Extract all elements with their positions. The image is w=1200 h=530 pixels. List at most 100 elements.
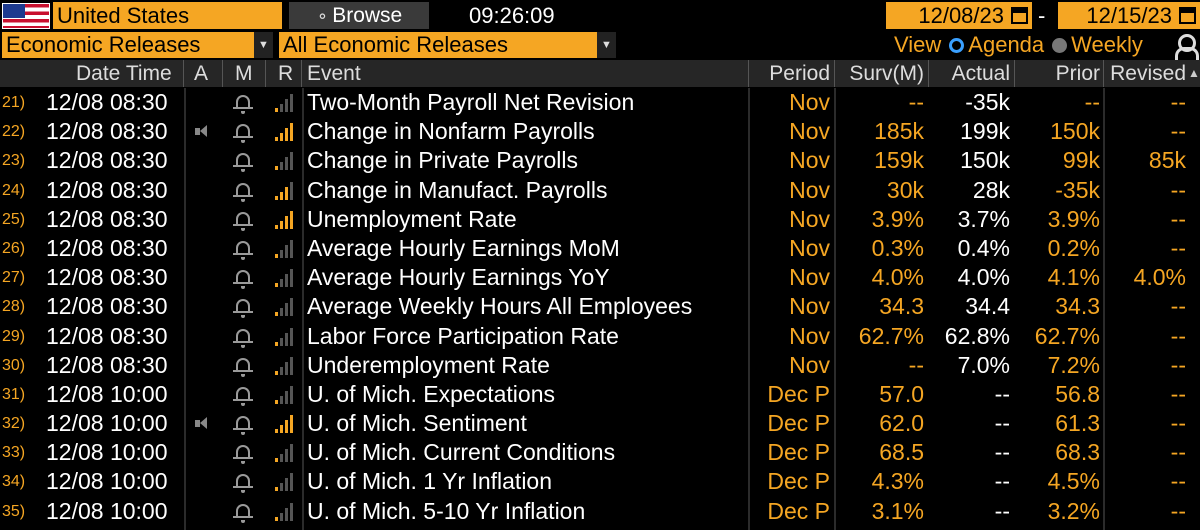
row-number[interactable]: 21)	[2, 94, 26, 111]
row-monitor[interactable]	[232, 409, 254, 438]
bell-icon[interactable]	[233, 240, 253, 260]
bell-icon[interactable]	[233, 474, 253, 494]
row-alert[interactable]	[190, 263, 216, 292]
row-monitor[interactable]	[232, 322, 254, 351]
calendar-icon[interactable]	[1179, 7, 1196, 24]
row-alert[interactable]	[190, 88, 216, 117]
row-number[interactable]: 28)	[2, 298, 26, 316]
row-alert[interactable]	[190, 409, 216, 438]
row-number[interactable]: 35)	[2, 502, 26, 520]
speaker-icon[interactable]	[195, 125, 211, 138]
col-date-time[interactable]: Date Time	[76, 62, 172, 85]
table-row[interactable]: 30) 12/08 08:30 Underemployment Rate Nov -- 7…	[0, 351, 1200, 380]
browse-button[interactable]: ⚬ Browse	[289, 2, 429, 29]
row-alert[interactable]	[190, 292, 216, 321]
col-m[interactable]: M	[235, 62, 253, 85]
row-alert[interactable]	[190, 234, 216, 263]
subcategory-dropdown[interactable]: All Economic Releases ▼	[279, 32, 616, 58]
row-monitor[interactable]	[232, 438, 254, 467]
row-number[interactable]: 25)	[2, 210, 26, 228]
table-row[interactable]: 29) 12/08 08:30 Labor Force Participation …	[0, 322, 1200, 351]
bell-icon[interactable]	[233, 445, 253, 465]
chevron-down-icon[interactable]: ▼	[597, 32, 616, 58]
weekly-label[interactable]: Weekly	[1071, 32, 1143, 57]
table-row[interactable]: 35) 12/08 10:00 U. of Mich. 5-10 Yr Inflat…	[0, 497, 1200, 526]
table-row[interactable]: 32) 12/08 10:00 U. of Mich. Sentiment Dec P…	[0, 409, 1200, 438]
row-alert[interactable]	[190, 176, 216, 205]
calendar-icon[interactable]	[1011, 7, 1028, 24]
bell-icon[interactable]	[233, 270, 253, 290]
row-event[interactable]: U. of Mich. Expectations	[307, 380, 555, 407]
bell-icon[interactable]	[233, 386, 253, 406]
person-search-icon[interactable]	[1172, 33, 1199, 60]
row-alert[interactable]	[190, 380, 216, 409]
bell-icon[interactable]	[233, 299, 253, 319]
row-alert[interactable]	[190, 497, 216, 526]
bell-icon[interactable]	[233, 153, 253, 173]
bell-icon[interactable]	[233, 503, 253, 523]
table-row[interactable]: 24) 12/08 08:30 Change in Manufact. Payrol…	[0, 176, 1200, 205]
row-event[interactable]: U. of Mich. 1 Yr Inflation	[307, 468, 553, 495]
table-row[interactable]: 23) 12/08 08:30 Change in Private Payrolls…	[0, 146, 1200, 175]
row-event[interactable]: U. of Mich. Current Conditions	[307, 439, 616, 466]
bell-icon[interactable]	[233, 416, 253, 436]
row-number[interactable]: 32)	[2, 415, 26, 433]
row-alert[interactable]	[190, 205, 216, 234]
row-alert[interactable]	[190, 322, 216, 351]
row-number[interactable]: 30)	[2, 356, 26, 374]
bell-icon[interactable]	[233, 357, 253, 377]
agenda-radio[interactable]	[949, 38, 965, 53]
row-event[interactable]: Two-Month Payroll Net Revision	[307, 89, 635, 115]
row-event[interactable]: Underemployment Rate	[307, 351, 550, 378]
row-number[interactable]: 27)	[2, 269, 26, 287]
row-alert[interactable]	[190, 117, 216, 146]
row-event[interactable]: U. of Mich. Sentiment	[307, 410, 527, 437]
row-number[interactable]: 24)	[2, 181, 26, 199]
row-number[interactable]: 23)	[2, 152, 26, 170]
row-number[interactable]: 34)	[2, 473, 26, 491]
row-alert[interactable]	[190, 438, 216, 467]
row-monitor[interactable]	[232, 176, 254, 205]
row-number[interactable]: 29)	[2, 327, 26, 345]
row-event[interactable]: Change in Private Payrolls	[307, 147, 579, 174]
category-dropdown[interactable]: Economic Releases ▼	[2, 32, 273, 58]
row-event[interactable]: Change in Manufact. Payrolls	[307, 176, 608, 203]
start-date-field[interactable]: 12/08/23	[886, 2, 1032, 29]
row-number[interactable]: 26)	[2, 239, 26, 257]
bell-icon[interactable]	[233, 124, 253, 144]
row-event[interactable]: Labor Force Participation Rate	[307, 322, 619, 349]
row-event[interactable]: Average Weekly Hours All Employees	[307, 293, 693, 320]
row-monitor[interactable]	[232, 497, 254, 526]
row-event[interactable]: Unemployment Rate	[307, 205, 517, 232]
country-selector[interactable]: United States	[53, 2, 282, 29]
bell-icon[interactable]	[233, 211, 253, 231]
table-row[interactable]: 22) 12/08 08:30 Change in Nonfarm Payrolls…	[0, 117, 1200, 146]
row-alert[interactable]	[190, 146, 216, 175]
row-number[interactable]: 33)	[2, 444, 26, 462]
sort-up-icon[interactable]: ▲	[1188, 66, 1200, 80]
row-event[interactable]: Change in Nonfarm Payrolls	[307, 118, 595, 145]
bell-icon[interactable]	[233, 182, 253, 202]
table-row[interactable]: 28) 12/08 08:30 Average Weekly Hours All E…	[0, 292, 1200, 321]
row-monitor[interactable]	[232, 117, 254, 146]
table-row[interactable]: 33) 12/08 10:00 U. of Mich. Current Condit…	[0, 438, 1200, 467]
row-number[interactable]: 31)	[2, 385, 26, 403]
table-row[interactable]: 31) 12/08 10:00 U. of Mich. Expectations De…	[0, 380, 1200, 409]
col-actual[interactable]: Actual	[951, 62, 1010, 85]
row-monitor[interactable]	[232, 351, 254, 380]
col-r[interactable]: R	[278, 62, 294, 85]
agenda-label[interactable]: Agenda	[968, 32, 1045, 57]
row-event[interactable]: Average Hourly Earnings MoM	[307, 234, 620, 261]
table-row[interactable]: 26) 12/08 08:30 Average Hourly Earnings Mo…	[0, 234, 1200, 263]
row-event[interactable]: Average Hourly Earnings YoY	[307, 264, 610, 291]
col-event[interactable]: Event	[307, 62, 361, 85]
bell-icon[interactable]	[233, 328, 253, 348]
row-alert[interactable]	[190, 467, 216, 496]
table-row[interactable]: 27) 12/08 08:30 Average Hourly Earnings Yo…	[0, 263, 1200, 292]
table-row[interactable]: 25) 12/08 08:30 Unemployment Rate Nov 3.9% 3.…	[0, 205, 1200, 234]
col-period[interactable]: Period	[769, 62, 830, 85]
chevron-down-icon[interactable]: ▼	[254, 32, 273, 58]
col-revised[interactable]: Revised	[1110, 62, 1186, 85]
weekly-radio[interactable]	[1052, 38, 1068, 53]
row-monitor[interactable]	[232, 234, 254, 263]
